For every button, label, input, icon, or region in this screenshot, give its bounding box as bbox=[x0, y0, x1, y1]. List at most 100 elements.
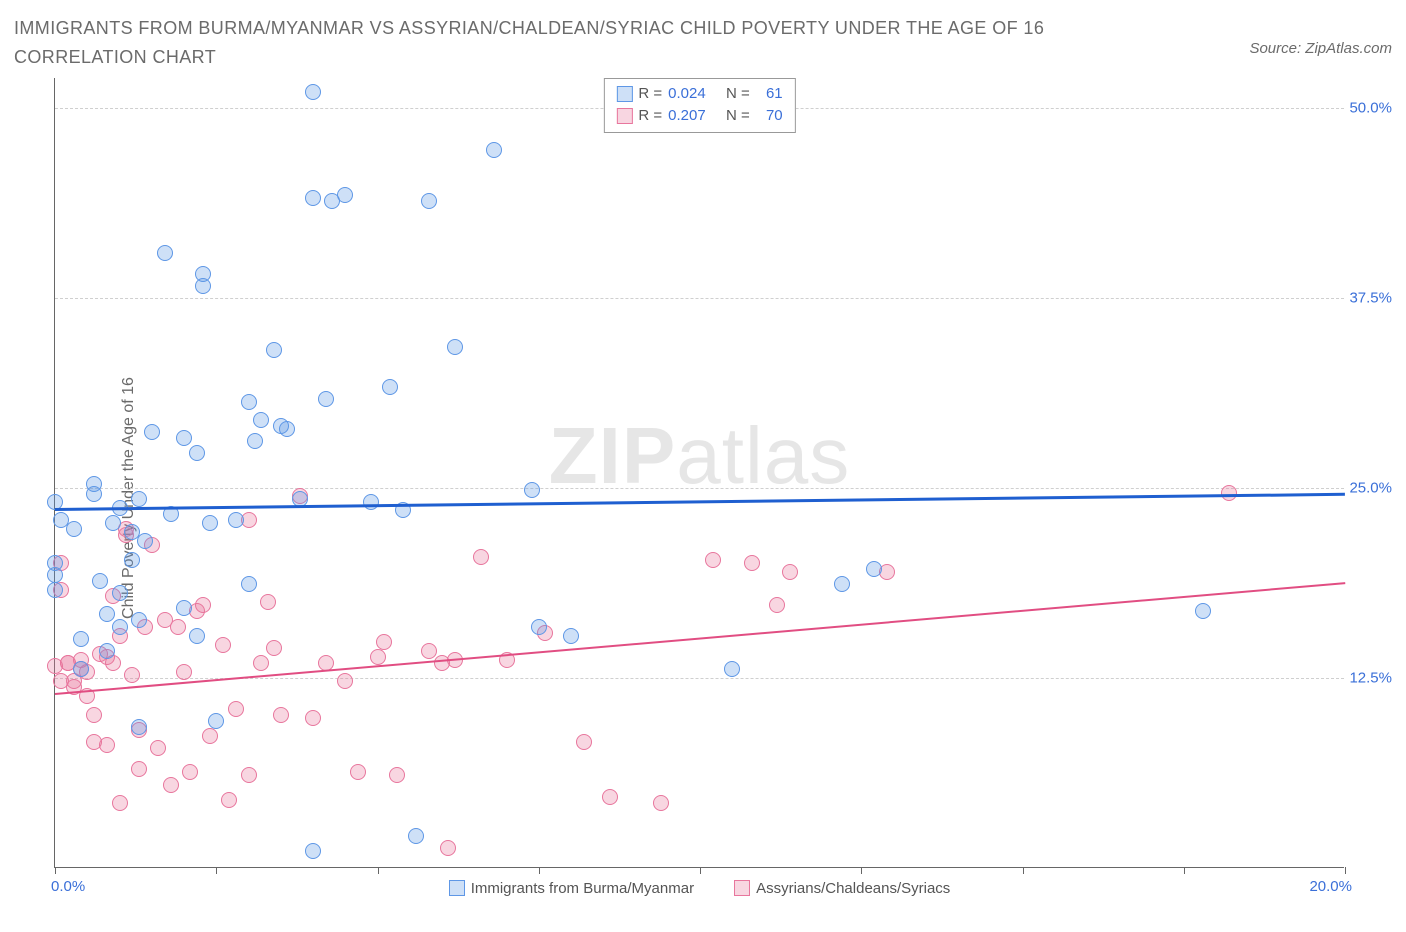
data-point-blue bbox=[131, 612, 147, 628]
chart-frame: Child Poverty Under the Age of 16 ZIPatl… bbox=[14, 78, 1392, 918]
data-point-blue bbox=[112, 585, 128, 601]
data-point-blue bbox=[202, 515, 218, 531]
data-point-blue bbox=[279, 421, 295, 437]
data-point-pink bbox=[440, 840, 456, 856]
data-point-blue bbox=[408, 828, 424, 844]
data-point-blue bbox=[318, 391, 334, 407]
legend-item-blue: Immigrants from Burma/Myanmar bbox=[449, 880, 694, 897]
data-point-blue bbox=[382, 379, 398, 395]
data-point-blue bbox=[137, 533, 153, 549]
data-point-blue bbox=[305, 84, 321, 100]
trend-line-blue bbox=[55, 492, 1345, 510]
data-point-blue bbox=[524, 482, 540, 498]
stat-n-label: N = bbox=[726, 83, 750, 106]
gridline bbox=[55, 298, 1344, 299]
data-point-pink bbox=[705, 552, 721, 568]
data-point-blue bbox=[157, 245, 173, 261]
data-point-pink bbox=[653, 795, 669, 811]
data-point-pink bbox=[744, 555, 760, 571]
data-point-pink bbox=[112, 795, 128, 811]
data-point-pink bbox=[370, 649, 386, 665]
legend-label-pink: Assyrians/Chaldeans/Syriacs bbox=[756, 880, 950, 897]
data-point-pink bbox=[86, 707, 102, 723]
x-tick bbox=[216, 867, 217, 874]
legend-item-pink: Assyrians/Chaldeans/Syriacs bbox=[734, 880, 950, 897]
x-tick bbox=[1023, 867, 1024, 874]
stat-r-label: R = bbox=[638, 83, 662, 106]
data-point-pink bbox=[350, 764, 366, 780]
data-point-pink bbox=[99, 737, 115, 753]
x-tick bbox=[1184, 867, 1185, 874]
data-point-blue bbox=[253, 412, 269, 428]
stat-n-label2: N = bbox=[726, 105, 750, 128]
data-point-pink bbox=[376, 634, 392, 650]
y-tick-label: 50.0% bbox=[1349, 99, 1392, 116]
data-point-pink bbox=[576, 734, 592, 750]
stat-n-blue: 61 bbox=[766, 83, 783, 106]
data-point-pink bbox=[253, 655, 269, 671]
data-point-blue bbox=[99, 606, 115, 622]
data-point-blue bbox=[337, 187, 353, 203]
data-point-blue bbox=[834, 576, 850, 592]
data-point-blue bbox=[189, 445, 205, 461]
data-point-blue bbox=[305, 843, 321, 859]
x-tick-label-min: 0.0% bbox=[51, 878, 85, 895]
legend-stats-row-blue: R = 0.024 N = 61 bbox=[616, 83, 782, 106]
data-point-blue bbox=[47, 555, 63, 571]
data-point-blue bbox=[73, 661, 89, 677]
stat-r-blue: 0.024 bbox=[668, 83, 706, 106]
data-point-pink bbox=[273, 707, 289, 723]
data-point-pink bbox=[228, 701, 244, 717]
data-point-blue bbox=[144, 424, 160, 440]
gridline bbox=[55, 488, 1344, 489]
data-point-blue bbox=[266, 342, 282, 358]
data-point-blue bbox=[86, 486, 102, 502]
x-tick bbox=[55, 867, 56, 874]
data-point-blue bbox=[131, 491, 147, 507]
data-point-blue bbox=[486, 142, 502, 158]
data-point-pink bbox=[473, 549, 489, 565]
data-point-blue bbox=[131, 719, 147, 735]
stat-r-label2: R = bbox=[638, 105, 662, 128]
data-point-pink bbox=[176, 664, 192, 680]
data-point-blue bbox=[866, 561, 882, 577]
data-point-blue bbox=[531, 619, 547, 635]
x-tick bbox=[861, 867, 862, 874]
data-point-pink bbox=[215, 637, 231, 653]
data-point-blue bbox=[421, 193, 437, 209]
data-point-blue bbox=[305, 190, 321, 206]
data-point-pink bbox=[124, 667, 140, 683]
legend-series: Immigrants from Burma/Myanmar Assyrians/… bbox=[55, 880, 1344, 897]
data-point-pink bbox=[260, 594, 276, 610]
swatch-pink-2 bbox=[734, 880, 750, 896]
data-point-pink bbox=[202, 728, 218, 744]
data-point-pink bbox=[150, 740, 166, 756]
data-point-blue bbox=[66, 521, 82, 537]
source-label: Source: ZipAtlas.com bbox=[1249, 14, 1392, 57]
data-point-blue bbox=[247, 433, 263, 449]
data-point-blue bbox=[92, 573, 108, 589]
data-point-blue bbox=[195, 278, 211, 294]
data-point-blue bbox=[176, 600, 192, 616]
legend-stats: R = 0.024 N = 61 R = 0.207 N = 70 bbox=[603, 78, 795, 133]
data-point-blue bbox=[241, 394, 257, 410]
swatch-blue bbox=[616, 86, 632, 102]
swatch-pink bbox=[616, 108, 632, 124]
data-point-blue bbox=[241, 576, 257, 592]
x-tick bbox=[700, 867, 701, 874]
y-tick-label: 37.5% bbox=[1349, 289, 1392, 306]
data-point-pink bbox=[195, 597, 211, 613]
data-point-pink bbox=[769, 597, 785, 613]
data-point-pink bbox=[221, 792, 237, 808]
data-point-pink bbox=[170, 619, 186, 635]
x-tick bbox=[539, 867, 540, 874]
x-tick-label-max: 20.0% bbox=[1309, 878, 1352, 895]
data-point-blue bbox=[228, 512, 244, 528]
data-point-pink bbox=[305, 710, 321, 726]
data-point-blue bbox=[124, 552, 140, 568]
data-point-pink bbox=[389, 767, 405, 783]
data-point-blue bbox=[724, 661, 740, 677]
data-point-pink bbox=[241, 767, 257, 783]
data-point-blue bbox=[363, 494, 379, 510]
y-tick-label: 12.5% bbox=[1349, 669, 1392, 686]
